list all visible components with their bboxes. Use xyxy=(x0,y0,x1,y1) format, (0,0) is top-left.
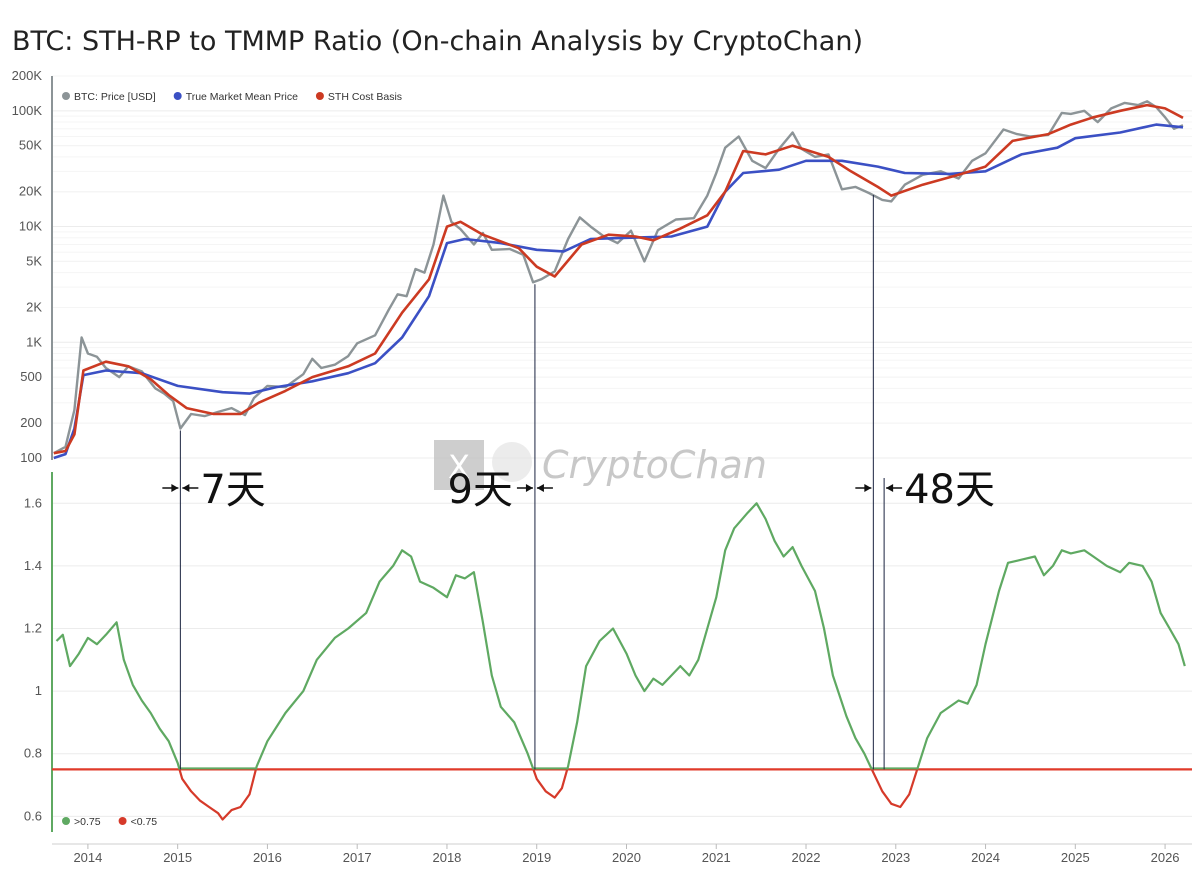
gridlines xyxy=(52,75,1192,817)
x-logo-glyph: X xyxy=(448,448,470,486)
annotation-label: 9天 xyxy=(447,467,512,513)
legend-label-bottom: <0.75 xyxy=(131,816,158,828)
y-tick-label-top: 100K xyxy=(12,103,43,118)
y-tick-label-bottom: 1 xyxy=(35,683,42,698)
x-tick-label: 2026 xyxy=(1151,850,1180,865)
y-tick-label-bottom: 1.6 xyxy=(24,495,42,510)
chart-title: BTC: STH-RP to TMMP Ratio (On-chain Anal… xyxy=(12,26,864,57)
annotation-label: 48天 xyxy=(904,467,995,513)
ratio-series xyxy=(52,502,1192,821)
x-tick-label: 2024 xyxy=(971,850,1000,865)
arrow-left-head xyxy=(864,484,872,492)
y-tick-label-top: 200 xyxy=(20,415,42,430)
ratio-segment-above xyxy=(916,549,1186,770)
watermark: X CryptoChan xyxy=(434,440,767,490)
y-tick-label-bottom: 1.2 xyxy=(24,621,42,636)
legends: BTC: Price [USD] True Market Mean Price ST… xyxy=(62,91,402,828)
y-tick-label-top: 100 xyxy=(20,450,42,465)
arrow-right-head xyxy=(886,484,894,492)
y-tick-label-top: 500 xyxy=(20,369,42,384)
x-tick-label: 2021 xyxy=(702,850,731,865)
y-tick-label-bottom: 0.8 xyxy=(24,746,42,761)
ratio-segment-below xyxy=(532,769,569,799)
legend-label-top: True Market Mean Price xyxy=(186,91,298,103)
ratio-segment-above xyxy=(55,621,181,770)
legend-label-top: STH Cost Basis xyxy=(328,91,402,103)
x-tick-label: 2015 xyxy=(163,850,192,865)
axes: 100 200 500 1K 2K 5K 10K 20K 50K 100K 200K 0.6 0.8 1 1… xyxy=(12,68,1192,865)
x-tick-label: 2017 xyxy=(343,850,372,865)
series-line-0 xyxy=(53,100,1184,455)
panda-avatar xyxy=(492,442,532,482)
y-tick-label-bottom: 0.6 xyxy=(24,808,42,823)
y-tick-label-top: 2K xyxy=(26,299,42,314)
legend-swatch-bottom xyxy=(62,817,70,825)
legend-swatch-top xyxy=(62,92,70,100)
legend-label-bottom: >0.75 xyxy=(74,816,101,828)
x-tick-label: 2016 xyxy=(253,850,282,865)
arrow-left-head xyxy=(171,484,179,492)
series-line-1 xyxy=(53,123,1184,460)
ratio-segment-above xyxy=(566,502,873,770)
price-series xyxy=(53,100,1184,460)
arrow-left-head xyxy=(525,484,533,492)
ratio-segment-above xyxy=(254,549,535,770)
arrow-right-head xyxy=(536,484,544,492)
x-tick-label: 2022 xyxy=(792,850,821,865)
y-tick-label-top: 1K xyxy=(26,334,42,349)
y-tick-label-top: 20K xyxy=(19,184,42,199)
legend-swatch-top xyxy=(173,92,182,100)
legend-label-top: BTC: Price [USD] xyxy=(74,91,156,103)
y-tick-label-bottom: 1.4 xyxy=(24,558,42,573)
annotations: 7天 9天 48天 xyxy=(162,194,995,770)
watermark-text: CryptoChan xyxy=(542,443,767,487)
y-tick-label-top: 5K xyxy=(26,253,42,268)
ratio-segment-below xyxy=(178,769,257,821)
series-line-2 xyxy=(53,103,1184,455)
x-tick-label: 2020 xyxy=(612,850,641,865)
x-tick-label: 2019 xyxy=(522,850,551,865)
y-tick-label-top: 50K xyxy=(19,138,42,153)
x-tick-label: 2025 xyxy=(1061,850,1090,865)
arrow-right-head xyxy=(182,484,190,492)
ratio-segment-below xyxy=(870,768,919,809)
y-tick-label-top: 200K xyxy=(12,68,43,83)
y-tick-label-top: 10K xyxy=(19,219,42,234)
annotation-label: 7天 xyxy=(200,467,265,513)
x-logo-box xyxy=(434,440,484,490)
legend-swatch-top xyxy=(315,92,324,100)
legend-swatch-bottom xyxy=(118,817,127,825)
x-tick-label: 2023 xyxy=(881,850,910,865)
x-tick-label: 2014 xyxy=(73,850,102,865)
x-tick-label: 2018 xyxy=(432,850,461,865)
